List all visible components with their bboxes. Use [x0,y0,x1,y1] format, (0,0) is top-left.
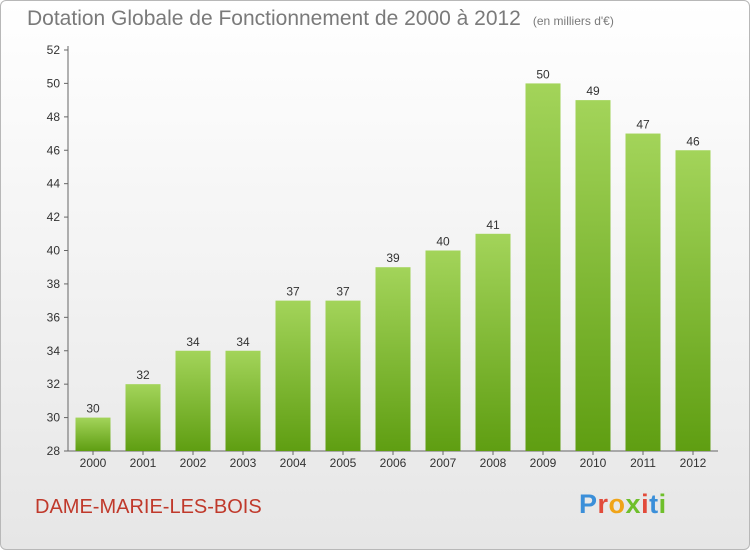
logo-letter: o [608,489,626,519]
commune-name: DAME-MARIE-LES-BOIS [35,496,262,518]
bar-value-label: 37 [286,285,300,299]
bar-value-label: 47 [636,118,650,132]
y-tick-label: 28 [47,444,61,458]
logo-letter: i [641,489,650,519]
bar[interactable] [675,150,711,451]
x-tick-label: 2011 [630,456,656,470]
x-tick-label: 2006 [380,456,407,470]
bar[interactable] [625,133,661,451]
y-tick-label: 42 [47,210,61,224]
y-tick-label: 40 [47,244,61,258]
logo-letter: i [658,489,667,519]
bar[interactable] [375,267,411,451]
bar-value-label: 30 [86,402,100,416]
y-tick-label: 30 [47,411,61,425]
bar-value-label: 40 [436,235,450,249]
bar[interactable] [175,350,211,451]
x-tick-label: 2002 [180,456,207,470]
bar[interactable] [425,250,461,452]
bar[interactable] [575,100,611,451]
y-tick-label: 52 [47,43,61,57]
bar[interactable] [525,83,561,452]
bar-value-label: 32 [136,368,150,382]
y-tick-label: 50 [47,76,61,90]
x-tick-label: 2012 [680,456,707,470]
y-tick-label: 46 [47,143,61,157]
proxiti-logo[interactable]: Proxiti [579,489,667,520]
bar-value-label: 34 [236,335,250,349]
bar[interactable] [325,300,361,451]
x-tick-label: 2000 [80,456,107,470]
logo-letter: x [625,489,642,519]
bar-value-label: 39 [386,251,400,265]
y-tick-label: 36 [47,310,61,324]
logo-letter: P [579,489,598,519]
bar-value-label: 41 [486,218,500,232]
y-tick-label: 34 [47,344,61,358]
x-tick-label: 2004 [280,456,307,470]
bar[interactable] [475,233,511,451]
y-tick-label: 48 [47,110,61,124]
title-text: Dotation Globale de Fonctionnement de 20… [27,7,521,30]
x-tick-label: 2008 [480,456,507,470]
x-tick-label: 2005 [330,456,357,470]
y-tick-label: 32 [47,377,61,391]
logo-letter: t [649,489,659,519]
bar-value-label: 46 [686,134,700,148]
bar[interactable] [75,417,111,451]
bar-value-label: 37 [336,285,350,299]
bar[interactable] [275,300,311,451]
bar-value-label: 34 [186,335,200,349]
bar[interactable] [225,350,261,451]
bar-value-label: 49 [586,84,600,98]
bar-value-label: 50 [536,67,550,81]
x-tick-label: 2007 [430,456,457,470]
chart-title: Dotation Globale de Fonctionnement de 20… [27,7,614,31]
logo-letter: r [597,489,609,519]
x-tick-label: 2001 [130,456,157,470]
bar[interactable] [125,384,161,451]
x-tick-label: 2003 [230,456,257,470]
title-unit: (en milliers d'€) [532,14,614,28]
y-tick-label: 38 [47,277,61,291]
y-tick-label: 44 [47,177,61,191]
x-tick-label: 2010 [580,456,607,470]
x-tick-label: 2009 [530,456,557,470]
